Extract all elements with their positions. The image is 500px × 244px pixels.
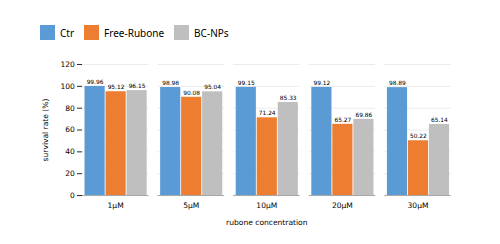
svg-text:120: 120 xyxy=(60,60,75,69)
svg-text:20μM: 20μM xyxy=(332,201,353,210)
svg-text:80: 80 xyxy=(65,104,75,113)
svg-text:99.15: 99.15 xyxy=(238,80,255,86)
svg-text:90.08: 90.08 xyxy=(183,90,200,96)
svg-text:20: 20 xyxy=(65,169,75,178)
svg-text:60: 60 xyxy=(65,125,75,134)
svg-text:96.15: 96.15 xyxy=(129,83,146,89)
svg-text:95.04: 95.04 xyxy=(204,84,221,90)
svg-text:50.22: 50.22 xyxy=(410,133,427,139)
svg-text:40: 40 xyxy=(65,147,75,156)
svg-text:99.12: 99.12 xyxy=(313,80,330,86)
svg-text:5μM: 5μM xyxy=(183,201,199,210)
svg-text:95.12: 95.12 xyxy=(108,84,125,90)
html-text:Free-Rubone: Free-Rubone xyxy=(104,25,165,40)
svg-text:85.33: 85.33 xyxy=(280,95,297,101)
svg-text:69.86: 69.86 xyxy=(355,112,372,118)
svg-text:71.24: 71.24 xyxy=(259,110,276,116)
svg-text:99.96: 99.96 xyxy=(87,79,104,85)
svg-text:30μM: 30μM xyxy=(408,201,429,210)
svg-text:0: 0 xyxy=(70,191,75,200)
svg-text:survival rate (%): survival rate (%) xyxy=(41,99,50,162)
svg-text:65.27: 65.27 xyxy=(334,117,351,123)
html-text:BC-NPs: BC-NPs xyxy=(194,25,229,40)
html-text:Ctr: Ctr xyxy=(60,25,75,40)
svg-text:rubone concentration: rubone concentration xyxy=(226,218,308,227)
svg-text:1μM: 1μM xyxy=(108,201,124,210)
svg-text:10μM: 10μM xyxy=(256,201,277,210)
svg-text:100: 100 xyxy=(60,82,75,91)
svg-text:65.14: 65.14 xyxy=(431,117,448,123)
svg-text:98.98: 98.98 xyxy=(162,80,179,86)
svg-text:98.89: 98.89 xyxy=(389,80,406,86)
